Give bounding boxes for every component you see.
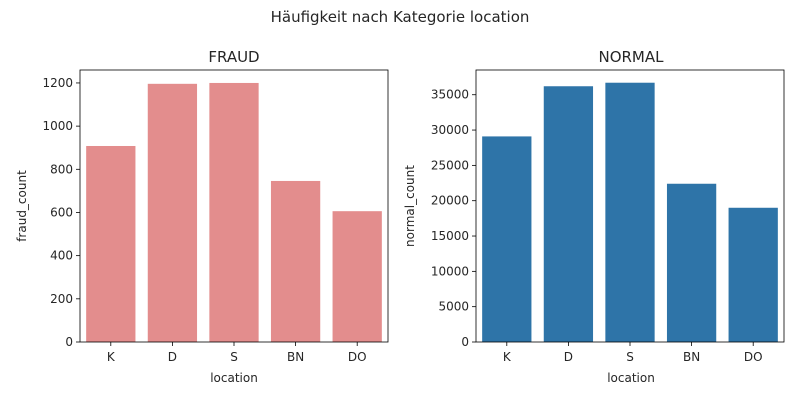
normal-chart-title: NORMAL — [598, 48, 664, 66]
fraud-ytick-label: 200 — [50, 292, 73, 306]
normal-ytick-label: 5000 — [438, 300, 469, 314]
fraud-ytick-label: 1000 — [42, 119, 73, 133]
fraud-ytick-label: 0 — [65, 335, 73, 349]
normal-bar-bn — [666, 183, 717, 342]
normal-bar-k — [482, 136, 532, 342]
fraud-bar-k — [86, 145, 136, 342]
normal-bar-d — [543, 86, 594, 342]
fraud-xtick-label-bn: BN — [287, 350, 304, 364]
fraud-chart-title: FRAUD — [208, 48, 259, 66]
fraud-ytick-label: 600 — [50, 205, 73, 219]
normal-ytick-label: 35000 — [431, 88, 469, 102]
fraud-bar-bn — [270, 180, 321, 342]
normal-ytick-label: 10000 — [431, 264, 469, 278]
fraud-bar-d — [147, 83, 198, 343]
fraud-xtick-label-do: DO — [348, 350, 367, 364]
normal-chart-ylabel: normal_count — [403, 165, 417, 247]
normal-xtick-label-k: K — [503, 350, 512, 364]
normal-ytick-label: 0 — [461, 335, 469, 349]
normal-ytick-label: 15000 — [431, 229, 469, 243]
normal-bar-do — [728, 207, 778, 342]
normal-ytick-label: 25000 — [431, 158, 469, 172]
fraud-chart-panel: FRAUD location fraud_count 0 200 400 600 800… — [15, 48, 389, 385]
normal-xtick-label-bn: BN — [683, 350, 700, 364]
normal-bar-s — [605, 82, 655, 342]
normal-ytick-label: 30000 — [431, 123, 469, 137]
fraud-bar-do — [332, 211, 382, 342]
figure-suptitle: Häufigkeit nach Kategorie location — [271, 8, 530, 26]
fraud-ytick-label: 1200 — [42, 76, 73, 90]
normal-chart-xlabel: location — [607, 371, 655, 385]
fraud-chart-xlabel: location — [210, 371, 258, 385]
normal-xtick-label-d: D — [564, 350, 573, 364]
fraud-xtick-label-d: D — [168, 350, 177, 364]
normal-chart-panel: NORMAL location normal_count 0 5000 10000 1… — [403, 48, 785, 385]
fraud-ytick-label: 800 — [50, 162, 73, 176]
normal-xtick-label-do: DO — [744, 350, 763, 364]
fraud-xtick-label-k: K — [107, 350, 116, 364]
fraud-xtick-label-s: S — [230, 350, 238, 364]
fraud-chart-ylabel: fraud_count — [15, 170, 29, 242]
fraud-bar-s — [209, 82, 259, 342]
normal-ytick-label: 20000 — [431, 194, 469, 208]
normal-xtick-label-s: S — [626, 350, 634, 364]
fraud-ytick-label: 400 — [50, 249, 73, 263]
